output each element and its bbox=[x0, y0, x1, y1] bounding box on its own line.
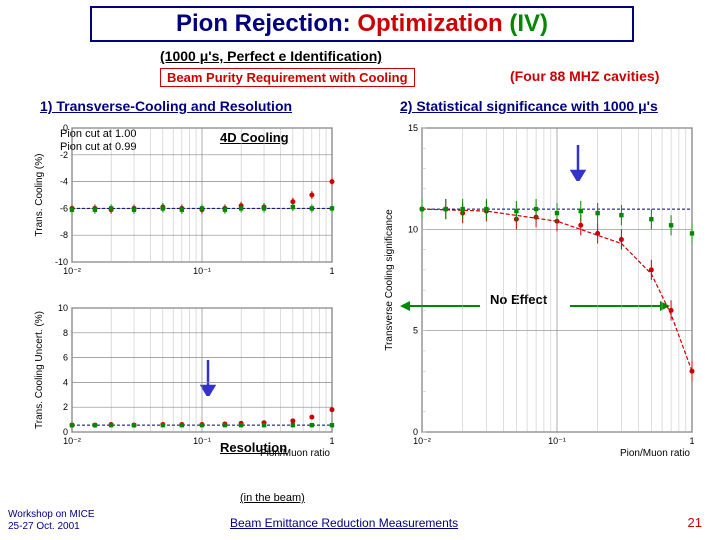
svg-text:10⁻¹: 10⁻¹ bbox=[548, 436, 566, 446]
svg-text:8: 8 bbox=[63, 328, 68, 338]
page-title: Pion Rejection: Optimization (IV) bbox=[90, 6, 634, 42]
beam-purity-box: Beam Purity Requirement with Cooling bbox=[160, 68, 415, 87]
svg-text:-6: -6 bbox=[60, 203, 68, 213]
subtitle: (1000 μ's, Perfect e Identification) bbox=[160, 48, 382, 64]
four-cavities-label: (Four 88 MHZ cavities) bbox=[510, 68, 659, 84]
svg-text:1: 1 bbox=[689, 436, 694, 446]
chart-right: 10⁻²10⁻¹1051015Transverse Cooling signif… bbox=[380, 120, 700, 460]
svg-text:10: 10 bbox=[408, 224, 418, 234]
svg-text:-4: -4 bbox=[60, 177, 68, 187]
svg-text:-8: -8 bbox=[60, 230, 68, 240]
svg-text:Trans. Cooling (%): Trans. Cooling (%) bbox=[34, 154, 45, 237]
svg-text:Trans. Cooling Uncert. (%): Trans. Cooling Uncert. (%) bbox=[34, 311, 45, 429]
svg-text:0: 0 bbox=[63, 427, 68, 437]
svg-text:0: 0 bbox=[413, 427, 418, 437]
title-part-1: Pion Rejection: bbox=[176, 10, 351, 37]
svg-text:10⁻²: 10⁻² bbox=[413, 436, 431, 446]
title-part-2: Optimization bbox=[351, 10, 510, 37]
svg-text:10⁻²: 10⁻² bbox=[63, 436, 81, 446]
svg-text:5: 5 bbox=[413, 326, 418, 336]
svg-text:2: 2 bbox=[63, 402, 68, 412]
svg-text:Pion/Muon ratio: Pion/Muon ratio bbox=[260, 448, 330, 459]
svg-text:0: 0 bbox=[63, 123, 68, 133]
svg-text:-2: -2 bbox=[60, 150, 68, 160]
in-the-beam-label: (in the beam) bbox=[240, 492, 305, 504]
svg-text:1: 1 bbox=[329, 266, 334, 276]
svg-text:6: 6 bbox=[63, 353, 68, 363]
svg-text:10⁻¹: 10⁻¹ bbox=[193, 436, 211, 446]
footer-line-2: 25-27 Oct. 2001 bbox=[8, 521, 95, 533]
title-part-3: (IV) bbox=[509, 10, 548, 37]
svg-text:10⁻¹: 10⁻¹ bbox=[193, 266, 211, 276]
section-2-heading: 2) Statistical significance with 1000 μ'… bbox=[400, 98, 658, 114]
footer-center: Beam Emittance Reduction Measurements bbox=[230, 516, 458, 530]
chart-top-left: 10⁻² 10⁻¹ 1 -10 -8 -6 -4 -2 0 Trans. Cooling (%) bbox=[30, 120, 340, 290]
svg-text:1: 1 bbox=[329, 436, 334, 446]
svg-text:-10: -10 bbox=[55, 257, 68, 267]
svg-text:10⁻²: 10⁻² bbox=[63, 266, 81, 276]
svg-text:Transverse Cooling significanc: Transverse Cooling significance bbox=[384, 209, 395, 351]
footer-line-1: Workshop on MICE bbox=[8, 509, 95, 521]
page-number: 21 bbox=[688, 515, 702, 530]
svg-text:15: 15 bbox=[408, 123, 418, 133]
svg-text:4: 4 bbox=[63, 377, 68, 387]
svg-text:Pion/Muon ratio: Pion/Muon ratio bbox=[620, 448, 690, 459]
footer-workshop: Workshop on MICE 25-27 Oct. 2001 bbox=[8, 509, 95, 532]
svg-text:10: 10 bbox=[58, 303, 68, 313]
chart-bottom-left: 10⁻²10⁻¹10246810Trans. Cooling Uncert. (… bbox=[30, 300, 340, 460]
section-1-heading: 1) Transverse-Cooling and Resolution bbox=[40, 98, 292, 114]
